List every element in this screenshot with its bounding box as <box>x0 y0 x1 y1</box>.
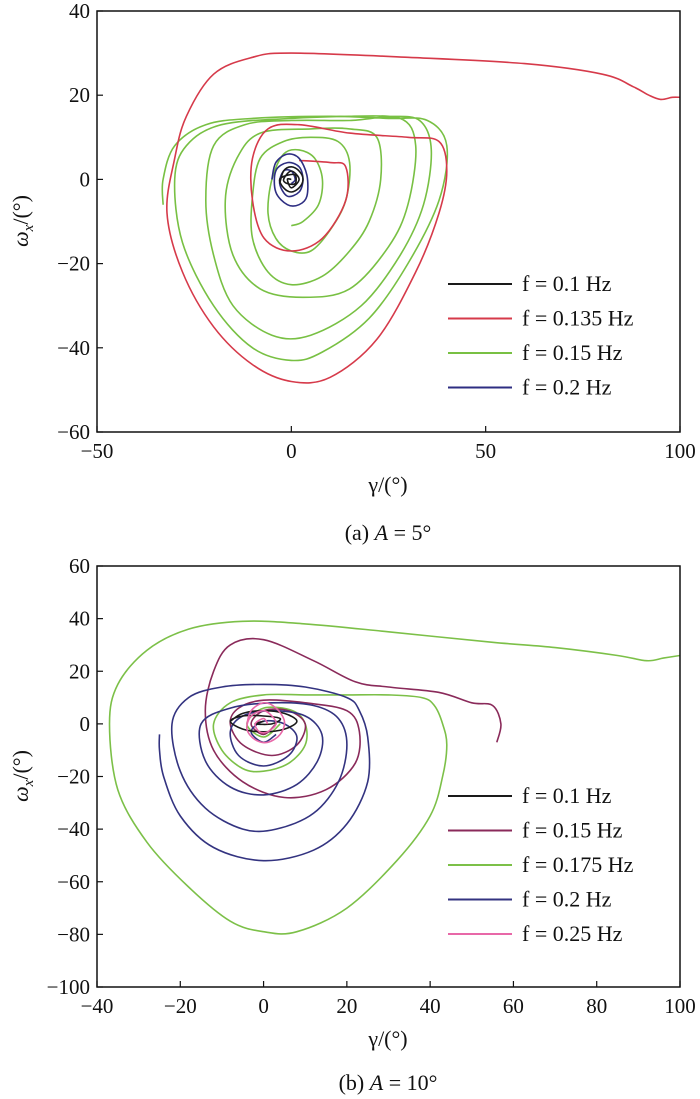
panel-a-y-tick-label: −20 <box>57 252 90 276</box>
panel-a-legend: f = 0.1 Hz f = 0.135 Hz f = 0.15 Hz f = 0.2… <box>448 271 634 400</box>
panel-a-caption-rest: = 5° <box>388 520 431 545</box>
panel-a-legend-label: f = 0.1 Hz <box>522 271 612 296</box>
panel-a-y-tick-label: 20 <box>69 83 90 107</box>
panel-a-x-tick-label: 0 <box>286 439 297 463</box>
panel-b-x-tick-label: 100 <box>664 994 696 1018</box>
panel-b-caption: (b) A = 10° <box>339 1070 438 1095</box>
panel-a-legend-label: f = 0.15 Hz <box>522 340 623 365</box>
panel-b-y-axis-label: ωx/(°) <box>8 750 37 802</box>
panel-b-legend-label: f = 0.2 Hz <box>522 887 612 912</box>
panel-b-y-tick-label: 0 <box>80 712 91 736</box>
panel-b-legend-label: f = 0.25 Hz <box>522 921 623 946</box>
panel-a-series-1-line <box>166 52 680 384</box>
panel-a-y-tick-label: 40 <box>69 0 90 23</box>
panel-a-series-0-line <box>278 166 304 193</box>
panel-a-curves <box>161 52 680 384</box>
panel-b-legend-label: f = 0.1 Hz <box>522 783 612 808</box>
panel-b-y-tick-label: 60 <box>69 554 90 578</box>
panel-b-y-tick-label: −20 <box>57 765 90 789</box>
panel-a-legend-label: f = 0.2 Hz <box>522 375 612 400</box>
panel-b-x-tick-label: 60 <box>503 994 524 1018</box>
panel-b-legend-label: f = 0.175 Hz <box>522 852 634 877</box>
panel-a-y-tick-label: −40 <box>57 336 90 360</box>
panel-a-y-axis-label: ωx/(°) <box>8 195 37 247</box>
panel-b-y-axis-label-sub: x <box>21 779 37 787</box>
panel-b-series-4-line <box>245 701 286 744</box>
panel-b-curves <box>108 620 680 935</box>
panel-a-caption-prefix: (a) <box>345 520 375 545</box>
panel-a-y-tick-label: 0 <box>80 167 91 191</box>
panel-a-y-tick-label: −60 <box>57 420 90 444</box>
panel-b-y-axis-label-main: ω <box>8 786 33 802</box>
panel-b-x-tick-label: −20 <box>164 994 197 1018</box>
panel-b-y-tick-label: −60 <box>57 870 90 894</box>
panel-b-x-tick-label: 80 <box>586 994 607 1018</box>
panel-b: −40 −20 0 20 40 60 80 100 60 40 20 0 −20 −40 −60 −80 −10… <box>8 554 696 1095</box>
panel-b-x-tick-label: 0 <box>258 994 269 1018</box>
panel-b-y-tick-label: 40 <box>69 607 90 631</box>
panel-b-y-tick-label: 20 <box>69 659 90 683</box>
panel-b-legend: f = 0.1 Hz f = 0.15 Hz f = 0.175 Hz f = 0.2… <box>448 783 634 946</box>
panel-a-caption: (a) A = 5° <box>345 520 432 545</box>
panel-b-y-tick-label: −80 <box>57 922 90 946</box>
panel-a-y-axis-label-main: ω <box>8 231 33 247</box>
panel-b-series-2-line <box>108 620 680 935</box>
panel-a-ticks: −50 0 50 100 40 20 0 −20 −40 −60 <box>57 0 696 463</box>
panel-b-caption-var: A <box>368 1070 384 1095</box>
panel-a-series-2-line <box>161 115 449 362</box>
panel-b-ticks: −40 −20 0 20 40 60 80 100 60 40 20 0 −20 −40 −60 −80 −10… <box>47 554 696 1018</box>
panel-b-legend-label: f = 0.15 Hz <box>522 818 623 843</box>
panel-b-x-tick-label: −40 <box>81 994 114 1018</box>
panel-b-x-axis-label: γ/(°) <box>367 1026 407 1051</box>
panel-b-caption-prefix: (b) <box>339 1070 370 1095</box>
panel-a-x-tick-label: 100 <box>664 439 696 463</box>
panel-a-y-axis-label-rest: /(°) <box>8 195 33 225</box>
panel-b-y-tick-label: −40 <box>57 817 90 841</box>
panel-b-caption-rest: = 10° <box>383 1070 437 1095</box>
panel-a-y-axis-label-sub: x <box>21 224 37 232</box>
panel-b-y-tick-label: −100 <box>47 975 90 999</box>
panel-b-x-tick-label: 40 <box>420 994 441 1018</box>
panel-b-series-1-line <box>204 637 502 799</box>
panel-a-plot-frame <box>96 10 681 433</box>
panel-b-series-3-line <box>158 683 371 862</box>
panel-b-y-axis-label-rest: /(°) <box>8 750 33 780</box>
panel-a-legend-label: f = 0.135 Hz <box>522 306 634 331</box>
panel-a-x-tick-label: −50 <box>81 439 114 463</box>
panel-a-x-tick-label: 50 <box>475 439 496 463</box>
panel-b-x-tick-label: 20 <box>336 994 357 1018</box>
panel-a-x-axis-label: γ/(°) <box>367 472 407 497</box>
panel-a-caption-var: A <box>373 520 389 545</box>
panel-b-series-0-line <box>229 709 298 733</box>
